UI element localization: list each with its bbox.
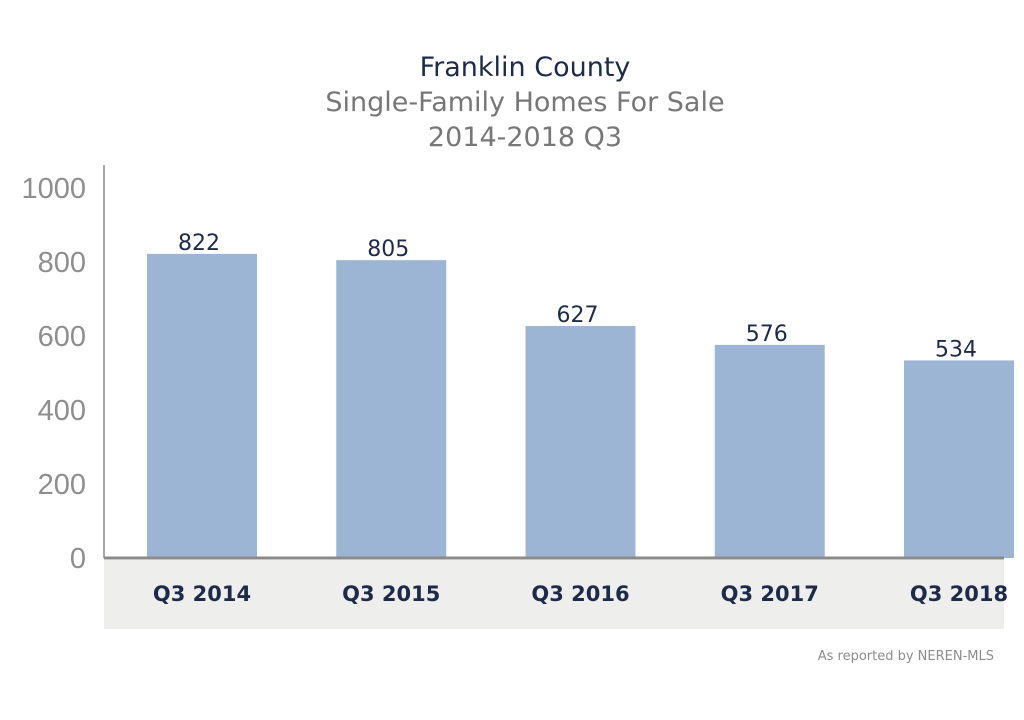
y-tick-label: 800 [38,247,86,279]
bar [525,326,636,558]
x-tick-label: Q3 2015 [342,582,440,606]
data-label: 534 [935,337,977,362]
y-tick-label: 600 [38,321,86,353]
source-note: As reported by NEREN-MLS [817,649,994,664]
x-tick-label: Q3 2016 [531,582,629,606]
chart-subtitle-years: 2014-2018 Q3 [427,122,623,153]
chart-title: Franklin County [419,52,631,83]
data-label: 627 [557,303,599,328]
x-tick-label: Q3 2014 [153,582,251,606]
category-band [104,560,1004,629]
x-tick-label: Q3 2017 [721,582,819,606]
y-tick-label: 1000 [21,173,86,205]
data-label: 822 [178,231,220,256]
y-tick-label: 400 [38,395,86,427]
y-tick-label: 200 [38,469,86,501]
data-label: 805 [367,237,409,262]
bar [336,260,447,558]
bar [147,253,257,559]
bar [904,360,1014,558]
x-tick-label: Q3 2018 [910,582,1008,606]
y-tick-label: 0 [70,543,86,575]
data-label: 576 [746,322,788,347]
chart-title-block: Franklin County Single-Family Homes For … [0,50,1024,155]
chart-subtitle: Single-Family Homes For Sale [325,87,725,118]
bar [714,344,825,558]
